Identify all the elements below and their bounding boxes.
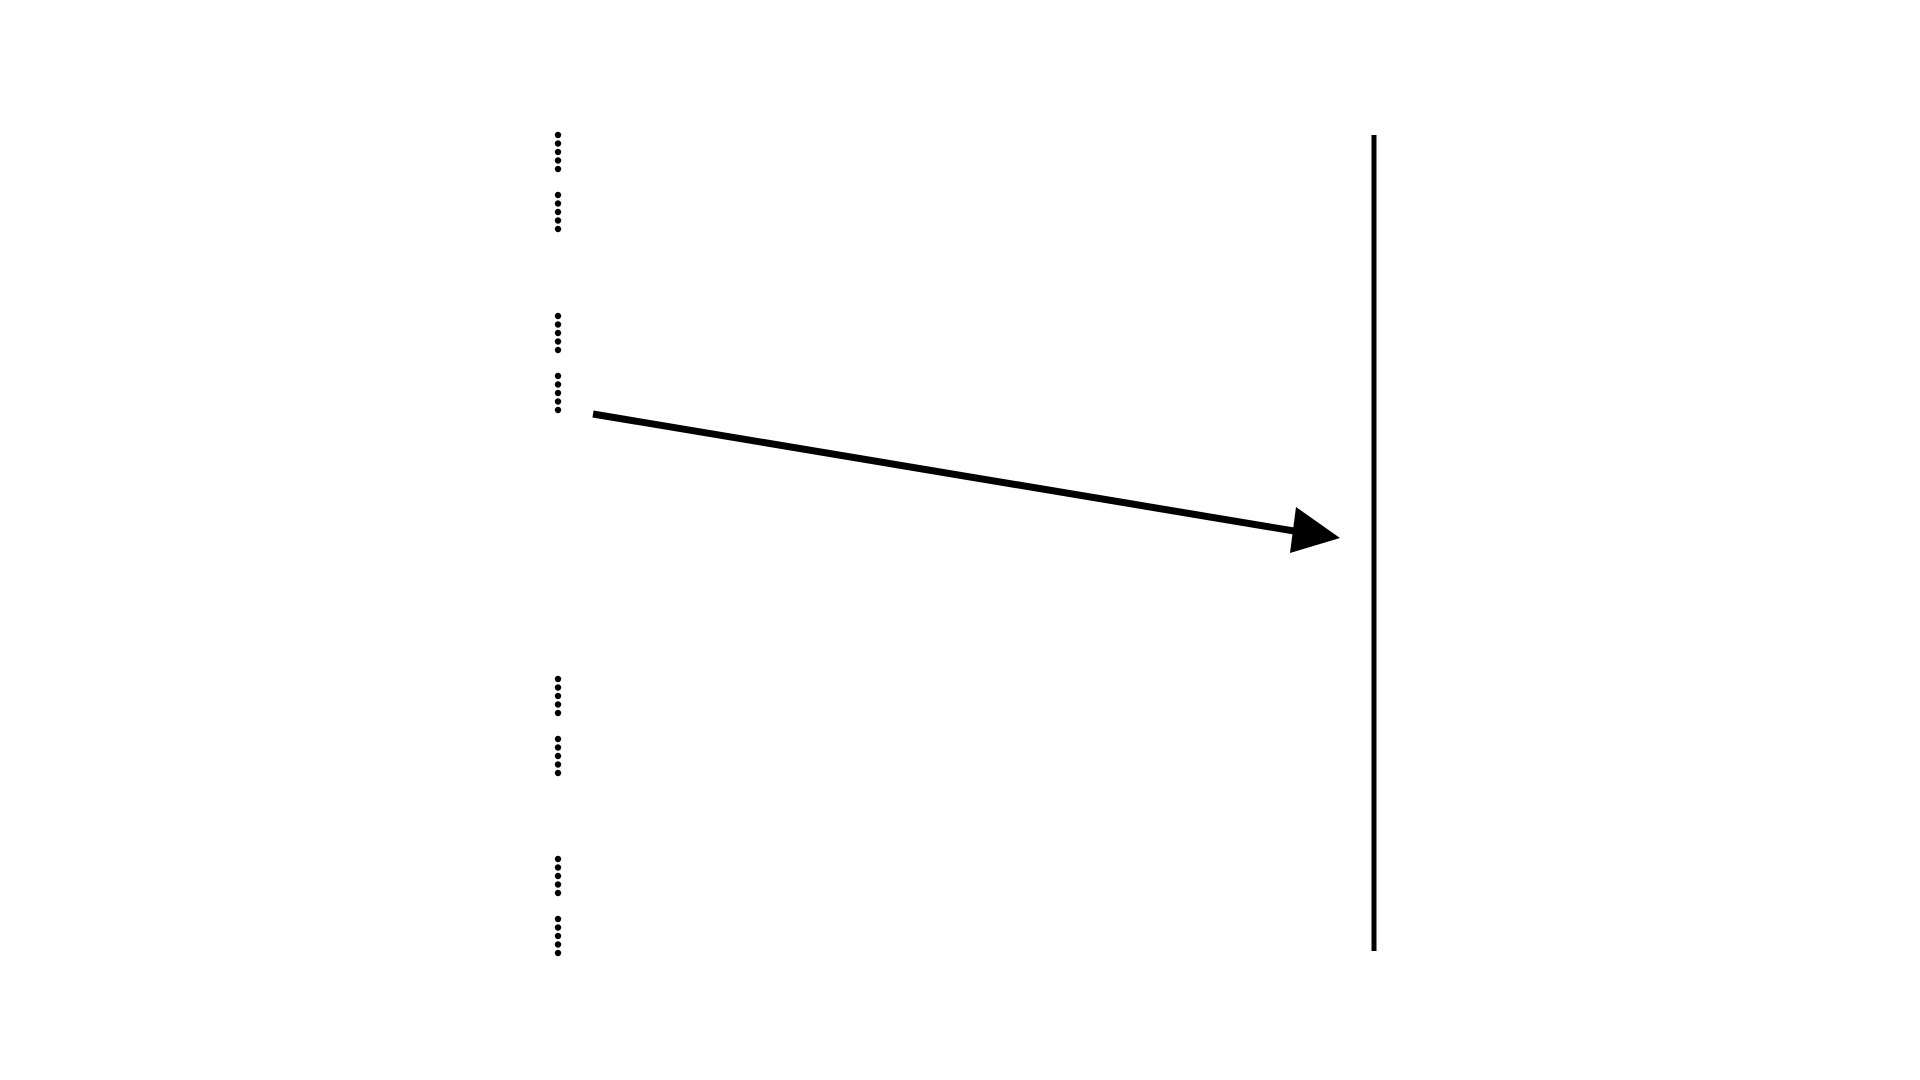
dot — [554, 949, 562, 957]
dot — [554, 855, 562, 863]
dot — [554, 398, 562, 405]
dot — [554, 769, 562, 777]
dot — [554, 735, 562, 743]
dot — [554, 329, 562, 337]
dot-group — [554, 675, 562, 717]
dot — [554, 924, 562, 931]
dot — [554, 684, 562, 691]
dot — [554, 881, 562, 888]
dot — [554, 744, 562, 751]
dot — [554, 372, 562, 380]
dot-group — [554, 735, 562, 777]
arrow — [592, 410, 1340, 553]
dot — [554, 864, 562, 871]
dot — [554, 941, 562, 948]
dot — [554, 148, 562, 156]
dot-group — [554, 855, 562, 897]
dot-group — [554, 915, 562, 957]
dot — [554, 165, 562, 173]
dot — [554, 752, 562, 760]
dot — [554, 191, 562, 199]
dot — [554, 932, 562, 940]
dot — [554, 346, 562, 354]
dot — [554, 701, 562, 708]
dot-group — [554, 191, 562, 233]
dot — [554, 200, 562, 207]
dot — [554, 406, 562, 414]
dot — [554, 225, 562, 233]
dot — [554, 381, 562, 388]
dot — [554, 140, 562, 147]
dot — [554, 761, 562, 768]
dot — [554, 709, 562, 717]
dot — [554, 389, 562, 397]
dot — [554, 338, 562, 345]
dot-group — [554, 131, 562, 173]
dotted-line-column — [554, 131, 562, 957]
dot — [554, 692, 562, 700]
dot — [554, 157, 562, 164]
dot-group — [554, 372, 562, 414]
dot — [554, 889, 562, 897]
dot — [554, 872, 562, 880]
dot-group — [554, 312, 562, 354]
dot — [554, 312, 562, 320]
dot — [554, 675, 562, 683]
dot — [554, 217, 562, 224]
arrow-shaft — [592, 410, 1301, 536]
dot — [554, 915, 562, 923]
dot — [554, 131, 562, 139]
dot — [554, 321, 562, 328]
dot — [554, 208, 562, 216]
arrow-head — [1290, 507, 1340, 553]
